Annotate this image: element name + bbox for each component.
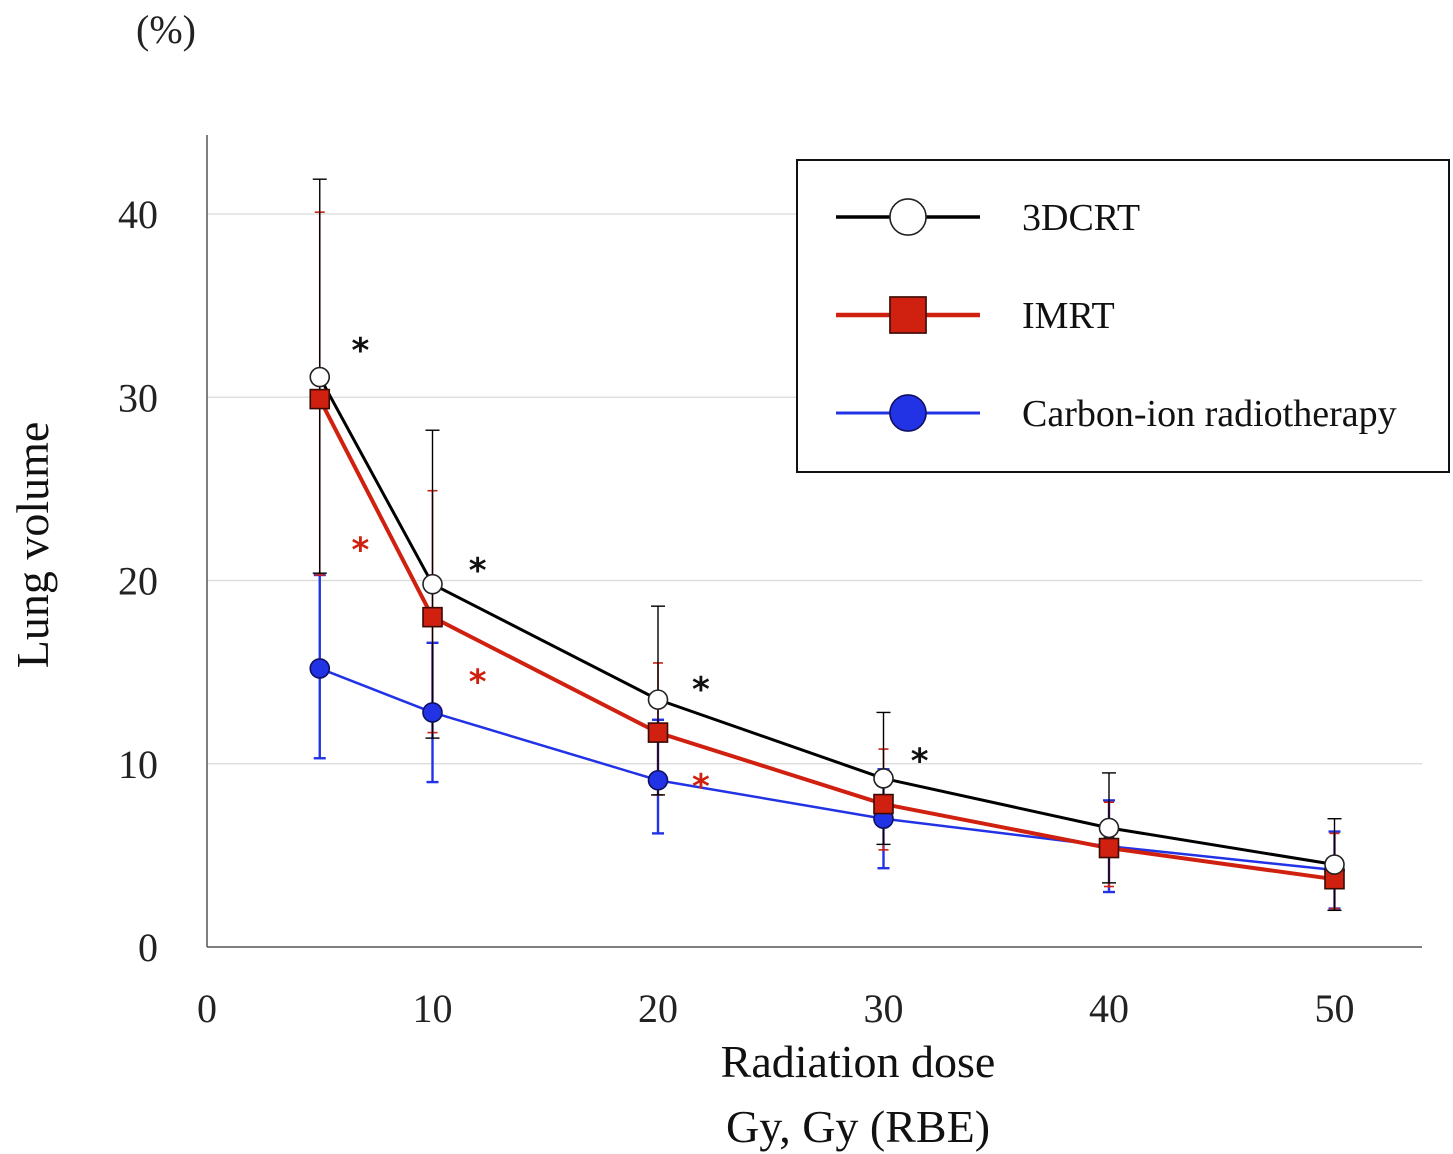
x-axis-title: Radiation dose (721, 1036, 996, 1087)
series-layer (309, 178, 1345, 912)
imrt-marker (647, 722, 669, 743)
3dcrt-marker (1098, 817, 1120, 839)
annotations: * * * * * * * (351, 331, 928, 807)
x-tick-label: 0 (197, 986, 217, 1031)
x-tick-label: 20 (638, 986, 678, 1031)
legend-label: IMRT (1022, 295, 1115, 337)
3dcrt-marker (873, 768, 894, 789)
y-unit-label: (%) (136, 7, 196, 52)
legend-label: 3DCRT (1022, 197, 1140, 239)
imrt-marker (889, 296, 927, 334)
x-axis-subtitle: Gy, Gy (RBE) (726, 1101, 990, 1152)
imrt-marker (422, 606, 443, 628)
significance-asterisk: * (692, 767, 710, 807)
x-tick-label: 40 (1089, 986, 1129, 1031)
3dcrt-marker (309, 366, 331, 388)
legend-label: Carbon-ion radiotherapy (1022, 393, 1397, 435)
carbon-ion-marker (889, 394, 927, 432)
x-tick-label: 50 (1315, 986, 1355, 1031)
significance-asterisk: * (469, 663, 487, 703)
x-tick-label: 10 (413, 986, 453, 1031)
y-axis-title: Lung volume (7, 422, 58, 669)
3dcrt-marker (1324, 854, 1345, 875)
3dcrt-marker (647, 689, 669, 710)
significance-asterisk: * (692, 670, 710, 710)
carbon-ion-marker (422, 702, 443, 723)
y-tick-label: 30 (118, 375, 158, 420)
x-tick-label: 30 (864, 986, 904, 1031)
series-line (317, 398, 1335, 882)
significance-asterisk: * (351, 331, 369, 371)
axes (206, 135, 1422, 948)
carbon-ion-marker (309, 658, 331, 679)
series-line (319, 667, 1335, 872)
y-tick-label: 20 (118, 559, 158, 604)
y-tick-label: 40 (118, 192, 158, 237)
carbon-ion-marker (647, 769, 669, 791)
significance-asterisk: * (351, 531, 369, 571)
legend: 3DCRT IMRT Carbon-ion radiotherapy (796, 159, 1450, 473)
imrt-marker (1098, 837, 1120, 859)
3dcrt-marker (889, 198, 927, 236)
series-line (318, 376, 1335, 867)
imrt-marker (873, 793, 894, 815)
y-tick-label: 0 (138, 925, 158, 970)
imrt-marker (309, 388, 331, 410)
significance-asterisk: * (469, 551, 487, 591)
y-tick-label: 10 (118, 742, 158, 787)
significance-asterisk: * (911, 741, 929, 781)
tick-labels: 0 10 20 30 40 0 10 20 30 40 50 (118, 192, 1355, 1031)
3dcrt-marker (422, 573, 443, 595)
